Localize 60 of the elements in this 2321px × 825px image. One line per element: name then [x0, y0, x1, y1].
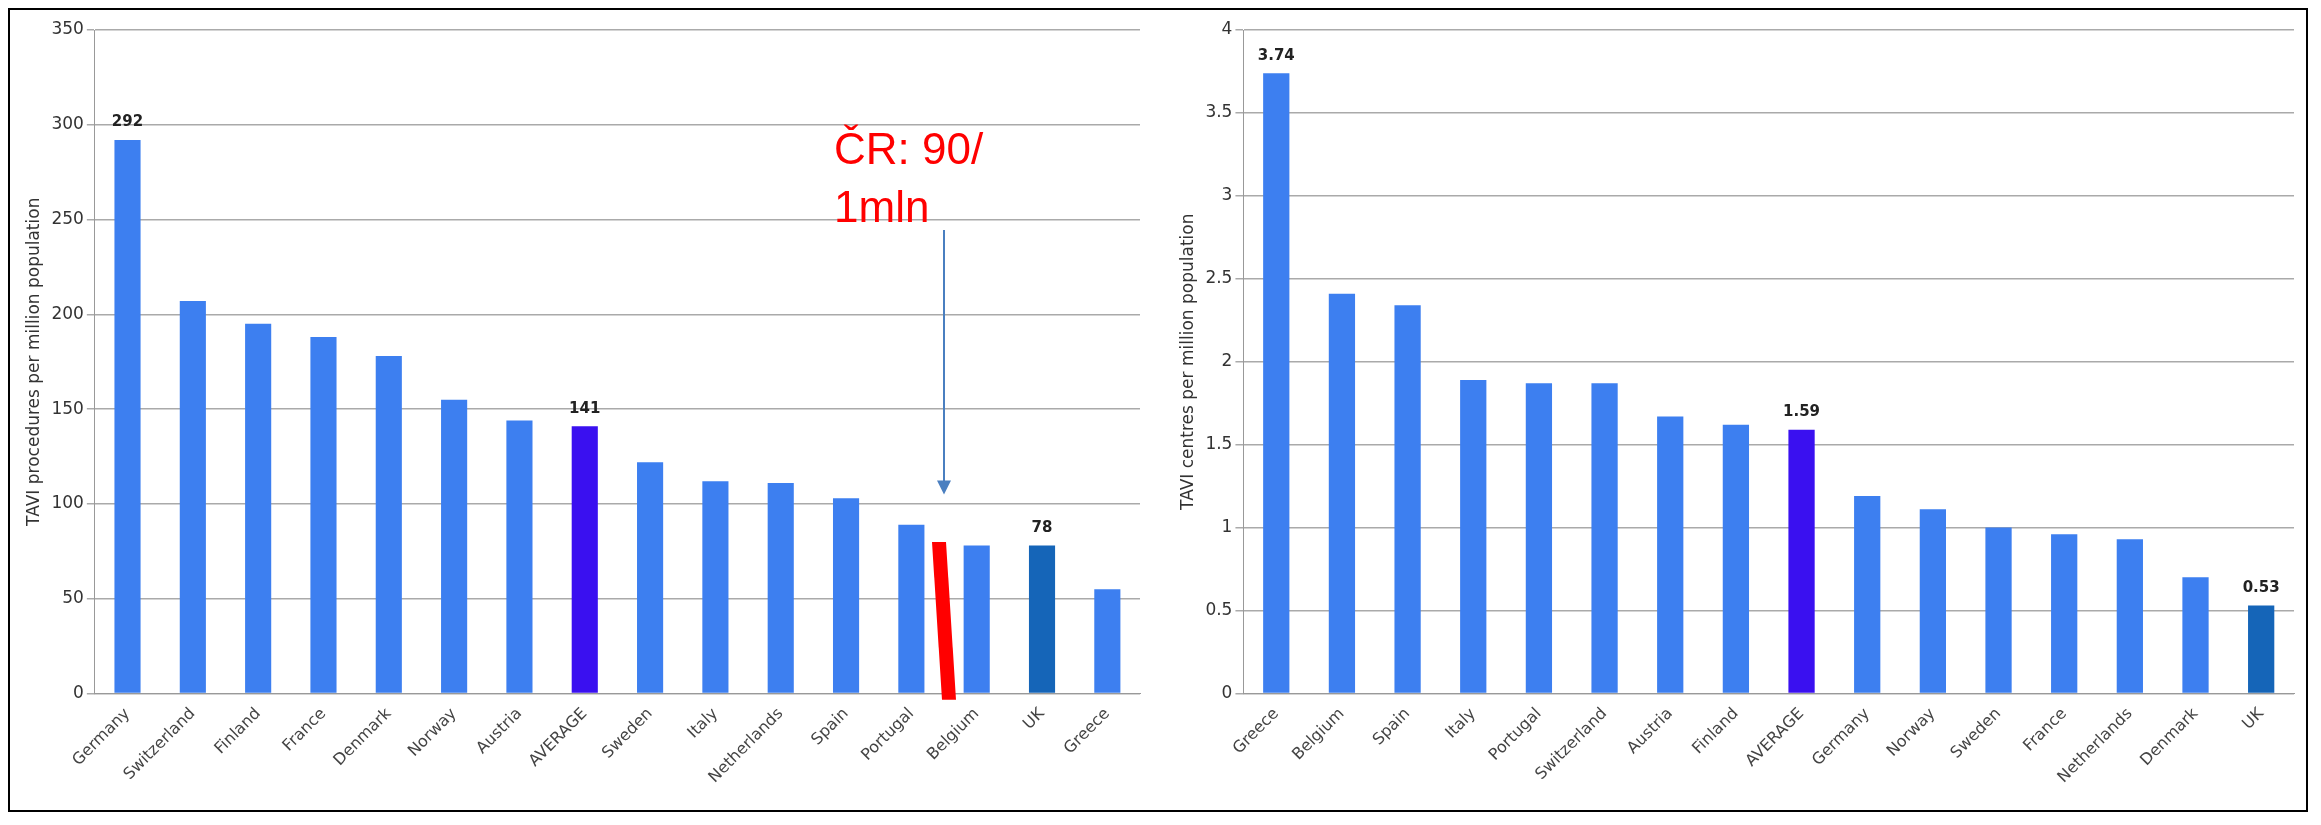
bar: [1919, 509, 1946, 693]
bar: [1028, 545, 1056, 693]
bar: [1460, 379, 1487, 693]
data-label: 292: [111, 112, 144, 131]
y-tick-label: 4: [1221, 18, 1233, 39]
bar: [1985, 527, 2012, 693]
bar: [310, 337, 337, 693]
bar: [2248, 605, 2275, 693]
bar: [1722, 424, 1750, 693]
bar: [441, 399, 468, 693]
x-tick-label: UK: [1018, 703, 1049, 733]
y-tick-label: 200: [51, 302, 84, 323]
bar: [963, 545, 990, 693]
y-tick-label: 3.5: [1205, 101, 1233, 122]
y-tick-label: 2.5: [1205, 267, 1233, 288]
bar: [179, 301, 206, 693]
bar: [1263, 73, 1290, 693]
bar: [114, 139, 141, 693]
bar: [2051, 534, 2078, 693]
y-tick-label: 150: [51, 397, 84, 418]
data-label: 1.59: [1783, 402, 1821, 421]
y-tick-label: 300: [51, 113, 84, 134]
bar: [898, 524, 925, 693]
y-tick-label: 0.5: [1205, 598, 1233, 619]
annotation: ČR: 90/ 1mln: [834, 123, 985, 233]
bar: [1328, 293, 1356, 693]
y-tick-label: 2: [1221, 350, 1233, 371]
data-label: 141: [569, 398, 601, 417]
bar: [571, 426, 598, 693]
data-label: 0.53: [2242, 577, 2280, 596]
y-tick-label: 250: [51, 207, 84, 228]
y-tick-label: 100: [51, 492, 84, 513]
bar: [702, 481, 729, 693]
bar: [2116, 539, 2143, 693]
data-label: 3.74: [1257, 45, 1295, 64]
bar: [1394, 305, 1421, 693]
bar: [2182, 577, 2209, 693]
y-tick-label: 1.5: [1205, 433, 1233, 454]
bar: [506, 420, 533, 693]
bar: [637, 462, 664, 693]
y-axis-title: TAVI procedures per million population: [22, 197, 43, 527]
bar: [1525, 383, 1553, 693]
y-tick-label: 1: [1221, 516, 1233, 537]
bar: [767, 483, 794, 693]
x-tick-label: UK: [2237, 703, 2268, 733]
data-label: 78: [1031, 517, 1053, 536]
bar: [1854, 496, 1881, 693]
bar: [1591, 383, 1618, 693]
y-tick-label: 350: [51, 18, 84, 39]
y-tick-label: 50: [62, 587, 84, 608]
y-tick-label: 0: [73, 681, 84, 702]
bar: [1788, 429, 1815, 693]
bar: [1094, 589, 1121, 693]
y-axis-title: TAVI centres per million population: [1176, 213, 1197, 511]
bar: [245, 323, 272, 693]
y-tick-label: 0: [1221, 681, 1233, 702]
bar: [832, 498, 860, 693]
bar: [1657, 416, 1684, 693]
y-tick-label: 3: [1221, 184, 1233, 205]
bar: [375, 356, 402, 693]
